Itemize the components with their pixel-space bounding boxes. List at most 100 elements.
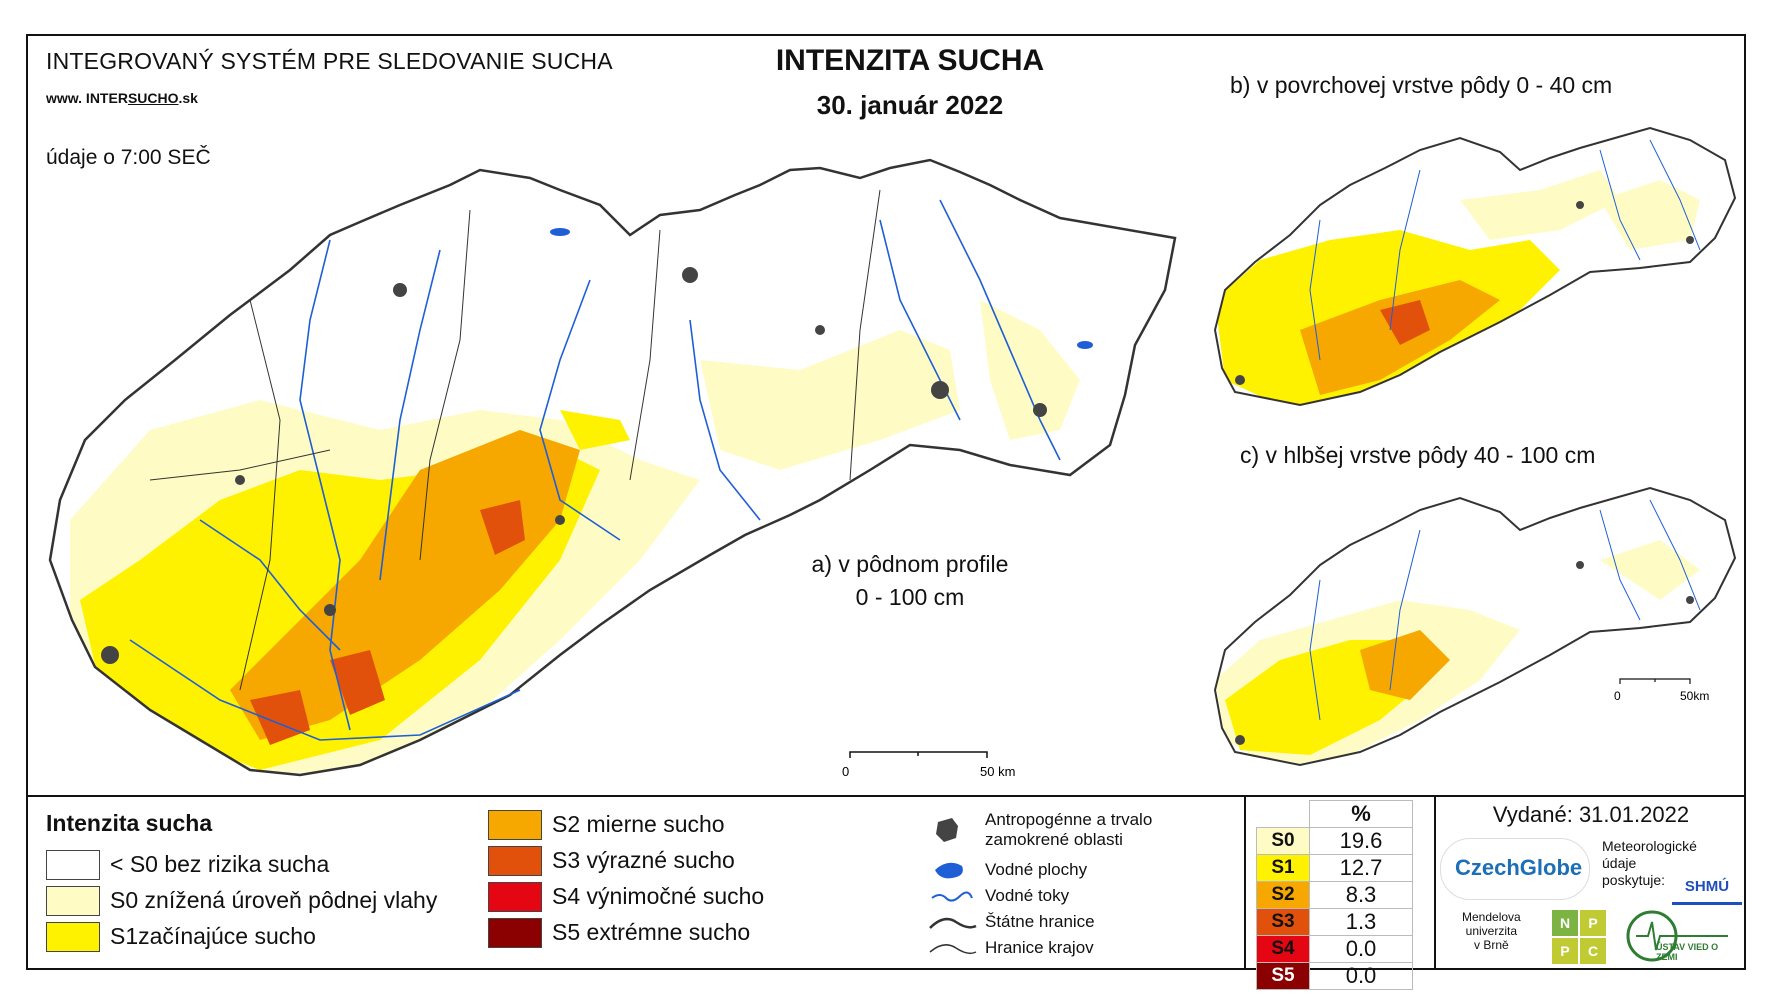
legend-class-label: < S0 bez rizika sucha [110, 851, 330, 877]
map-b-drought [1215, 128, 1735, 405]
percent-key: S5 [1256, 962, 1310, 990]
percent-value: 12.7 [1309, 854, 1413, 882]
czechglobe-logo [1440, 838, 1590, 900]
map-b-label: b) v povrchovej vrstve pôdy 0 - 40 cm [1230, 72, 1613, 98]
urban-areas-b [1235, 201, 1694, 385]
website-url[interactable]: www. INTERSUCHO.sk [46, 90, 198, 106]
ustav-logo: ÚSTAV VIED O ZEMI [1626, 908, 1738, 966]
region-borders-a [149, 189, 881, 691]
anthropogenic-label: Antropogénne a trvalo zamokrené oblasti [985, 810, 1152, 850]
percent-key: S3 [1256, 908, 1310, 936]
map-c-label: c) v hlbšej vrstve pôdy 40 - 100 cm [1240, 442, 1596, 468]
percent-row: S3 1.3 [1256, 908, 1413, 936]
legend-class-label: S4 výnimočné sucho [552, 883, 765, 909]
data-time: údaje o 7:00 SEČ [46, 146, 211, 169]
water-bodies-a [550, 228, 1093, 349]
meteo-provider: Meteorologické údaje poskytuje: [1602, 838, 1697, 889]
map-a-label-line1: a) v pôdnom profile [811, 551, 1009, 577]
water-streams-label: Vodné toky [985, 886, 1070, 905]
percent-row: S2 8.3 [1256, 881, 1413, 909]
legend-swatch [488, 882, 542, 912]
percent-row: S4 0.0 [1256, 935, 1413, 963]
percent-row: S0 19.6 [1256, 827, 1413, 855]
map-a-drought [50, 160, 1175, 775]
urban-areas-c [1235, 561, 1694, 745]
legend-divider [26, 795, 1746, 797]
state-border-label: Štátne hranice [985, 912, 1095, 931]
mendel-line1: Mendelova [1462, 910, 1521, 924]
shmu-logo: SHMÚ [1672, 870, 1742, 905]
scale-small-zero: 0 [1614, 689, 1621, 703]
percent-row: S1 12.7 [1256, 854, 1413, 882]
url-suffix: .sk [178, 90, 198, 106]
percent-value: 0.0 [1309, 962, 1413, 990]
legend-class-label: S3 výrazné sucho [552, 847, 735, 873]
meteo-line3: poskytuje: [1602, 872, 1666, 888]
ustav-logo-text: ÚSTAV VIED O ZEMI [1656, 942, 1719, 962]
legend-class-label: S0 znížená úroveň pôdnej vlahy [110, 887, 438, 913]
percent-key: S4 [1256, 935, 1310, 963]
legend-swatch [488, 846, 542, 876]
legend-class-label: S5 extrémne sucho [552, 919, 751, 945]
rivers-a [129, 199, 1061, 741]
mendel-logo: Mendelova univerzita v Brně [1462, 910, 1521, 952]
shmu-logo-text: SHMÚ [1684, 878, 1730, 895]
region-border-label: Hranice krajov [985, 938, 1094, 957]
page-title: INTENZITA SUCHA [775, 44, 1045, 77]
meteo-line2: údaje [1602, 855, 1637, 871]
percent-value: 8.3 [1309, 881, 1413, 909]
map-a-label-line2: 0 - 100 cm [855, 584, 965, 610]
anthropogenic-line2: zamokrené oblasti [985, 830, 1123, 849]
percent-table: % S0 19.6 S1 12.7 S2 8.3 S3 1.3 S4 0.0 S5 0.0 [1256, 800, 1413, 990]
percent-key: S0 [1256, 827, 1310, 855]
rivers-b [1309, 139, 1701, 361]
percent-row: S5 0.0 [1256, 962, 1413, 990]
anthropogenic-line1: Antropogénne a trvalo [985, 810, 1153, 829]
czechglobe-logo-text: CzechGlobe [1455, 855, 1583, 880]
percent-value: 1.3 [1309, 908, 1413, 936]
map-frame [26, 34, 1746, 970]
scale-main-end: 50 km [980, 764, 1015, 779]
scale-main-zero: 0 [842, 764, 849, 779]
url-prefix: www. INTER [46, 90, 128, 106]
legend-swatch [46, 886, 100, 916]
mendel-line2: univerzita [1465, 924, 1518, 938]
urban-areas-a [101, 267, 1047, 664]
percent-value: 19.6 [1309, 827, 1413, 855]
scale-bar-main [849, 751, 988, 758]
water-bodies-label: Vodné plochy [985, 860, 1088, 879]
url-mid: SUCHO [127, 90, 179, 106]
meteo-line1: Meteorologické [1602, 838, 1697, 854]
state-border-a [48, 158, 1177, 777]
scale-small-end: 50km [1680, 689, 1709, 703]
map-c-drought [1215, 488, 1735, 765]
legend-title: Intenzita sucha [46, 810, 213, 836]
npp-logo: N P P C [1552, 910, 1608, 966]
mendel-line3: v Brně [1474, 938, 1509, 952]
npp-c: C [1580, 938, 1606, 964]
percent-header: % [1309, 800, 1413, 828]
system-title: INTEGROVANÝ SYSTÉM PRE SLEDOVANIE SUCHA [46, 48, 613, 74]
legend-swatch [488, 810, 542, 840]
npp-p1: P [1580, 910, 1606, 936]
npp-n: N [1552, 910, 1578, 936]
legend-separator-2 [1434, 795, 1436, 970]
map-date: 30. január 2022 [816, 90, 1004, 120]
legend-separator-1 [1244, 795, 1246, 970]
npp-p2: P [1552, 938, 1578, 964]
map-a-label: a) v pôdnom profile 0 - 100 cm [790, 548, 1030, 614]
issued-date: Vydané: 31.01.2022 [1492, 802, 1690, 827]
state-border-b [1213, 126, 1737, 407]
legend-swatch [46, 850, 100, 880]
legend-class-label: S1začínajúce sucho [110, 923, 316, 949]
scale-bar-small [1619, 678, 1691, 684]
percent-key: S1 [1256, 854, 1310, 882]
percent-key: S2 [1256, 881, 1310, 909]
rivers-c [1309, 499, 1701, 721]
legend-swatch [488, 918, 542, 948]
percent-value: 0.0 [1309, 935, 1413, 963]
state-border-c [1213, 486, 1737, 767]
legend-class-label: S2 mierne sucho [552, 811, 725, 837]
legend-swatch [46, 922, 100, 952]
